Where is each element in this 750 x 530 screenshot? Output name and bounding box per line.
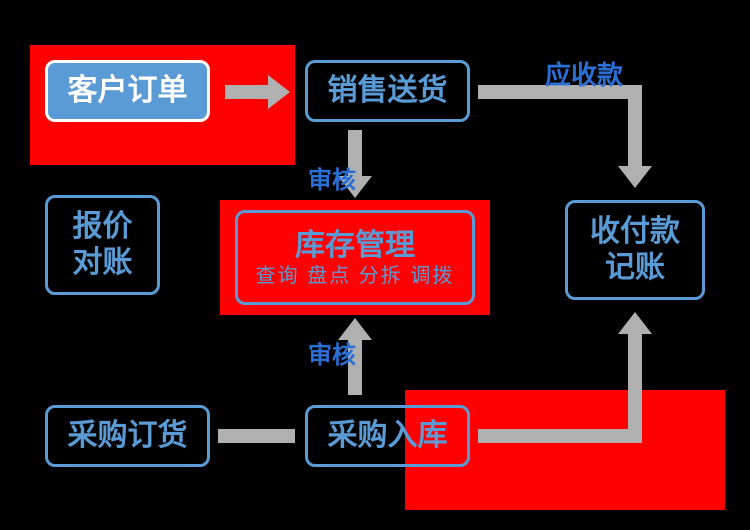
node-payment: 收付款记账 bbox=[565, 200, 705, 300]
node-quote_recon: 报价对账 bbox=[45, 195, 160, 295]
node-inventory-title: 库存管理 bbox=[295, 228, 415, 264]
label-audit_top: 审核 bbox=[308, 160, 356, 195]
node-inventory: 库存管理查询 盘点 分拆 调拨 bbox=[235, 210, 475, 305]
flowchart-stage: 客户订单销售送货报价对账库存管理查询 盘点 分拆 调拨收付款记账采购订货采购入库… bbox=[0, 0, 750, 530]
node-customer_order: 客户订单 bbox=[45, 60, 210, 122]
node-payment-title: 收付款 bbox=[590, 214, 680, 250]
node-quote_recon-title: 对账 bbox=[73, 245, 133, 281]
node-purchase_order: 采购订货 bbox=[45, 405, 210, 467]
label-receivable: 应收款 bbox=[545, 55, 623, 92]
node-purchase_order-title: 采购订货 bbox=[68, 418, 188, 454]
arrow-ship-to-pay bbox=[478, 92, 652, 188]
node-purchase_stock-title: 采购入库 bbox=[328, 418, 448, 454]
node-quote_recon-title: 报价 bbox=[73, 209, 133, 245]
node-payment-title: 记账 bbox=[605, 250, 665, 286]
node-customer_order-title: 客户订单 bbox=[68, 73, 188, 109]
label-audit_bot: 审核 bbox=[308, 335, 356, 370]
label-payable: 应付款 bbox=[560, 455, 638, 492]
node-sales_ship: 销售送货 bbox=[305, 60, 470, 122]
node-inventory-sub: 查询 盘点 分拆 调拨 bbox=[256, 264, 455, 288]
node-purchase_stock: 采购入库 bbox=[305, 405, 470, 467]
node-sales_ship-title: 销售送货 bbox=[328, 73, 448, 109]
